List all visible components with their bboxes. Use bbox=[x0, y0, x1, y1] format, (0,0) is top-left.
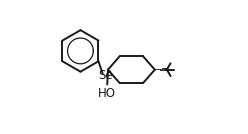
Text: HO: HO bbox=[97, 87, 116, 100]
Polygon shape bbox=[108, 70, 112, 74]
Text: Se: Se bbox=[99, 69, 113, 82]
